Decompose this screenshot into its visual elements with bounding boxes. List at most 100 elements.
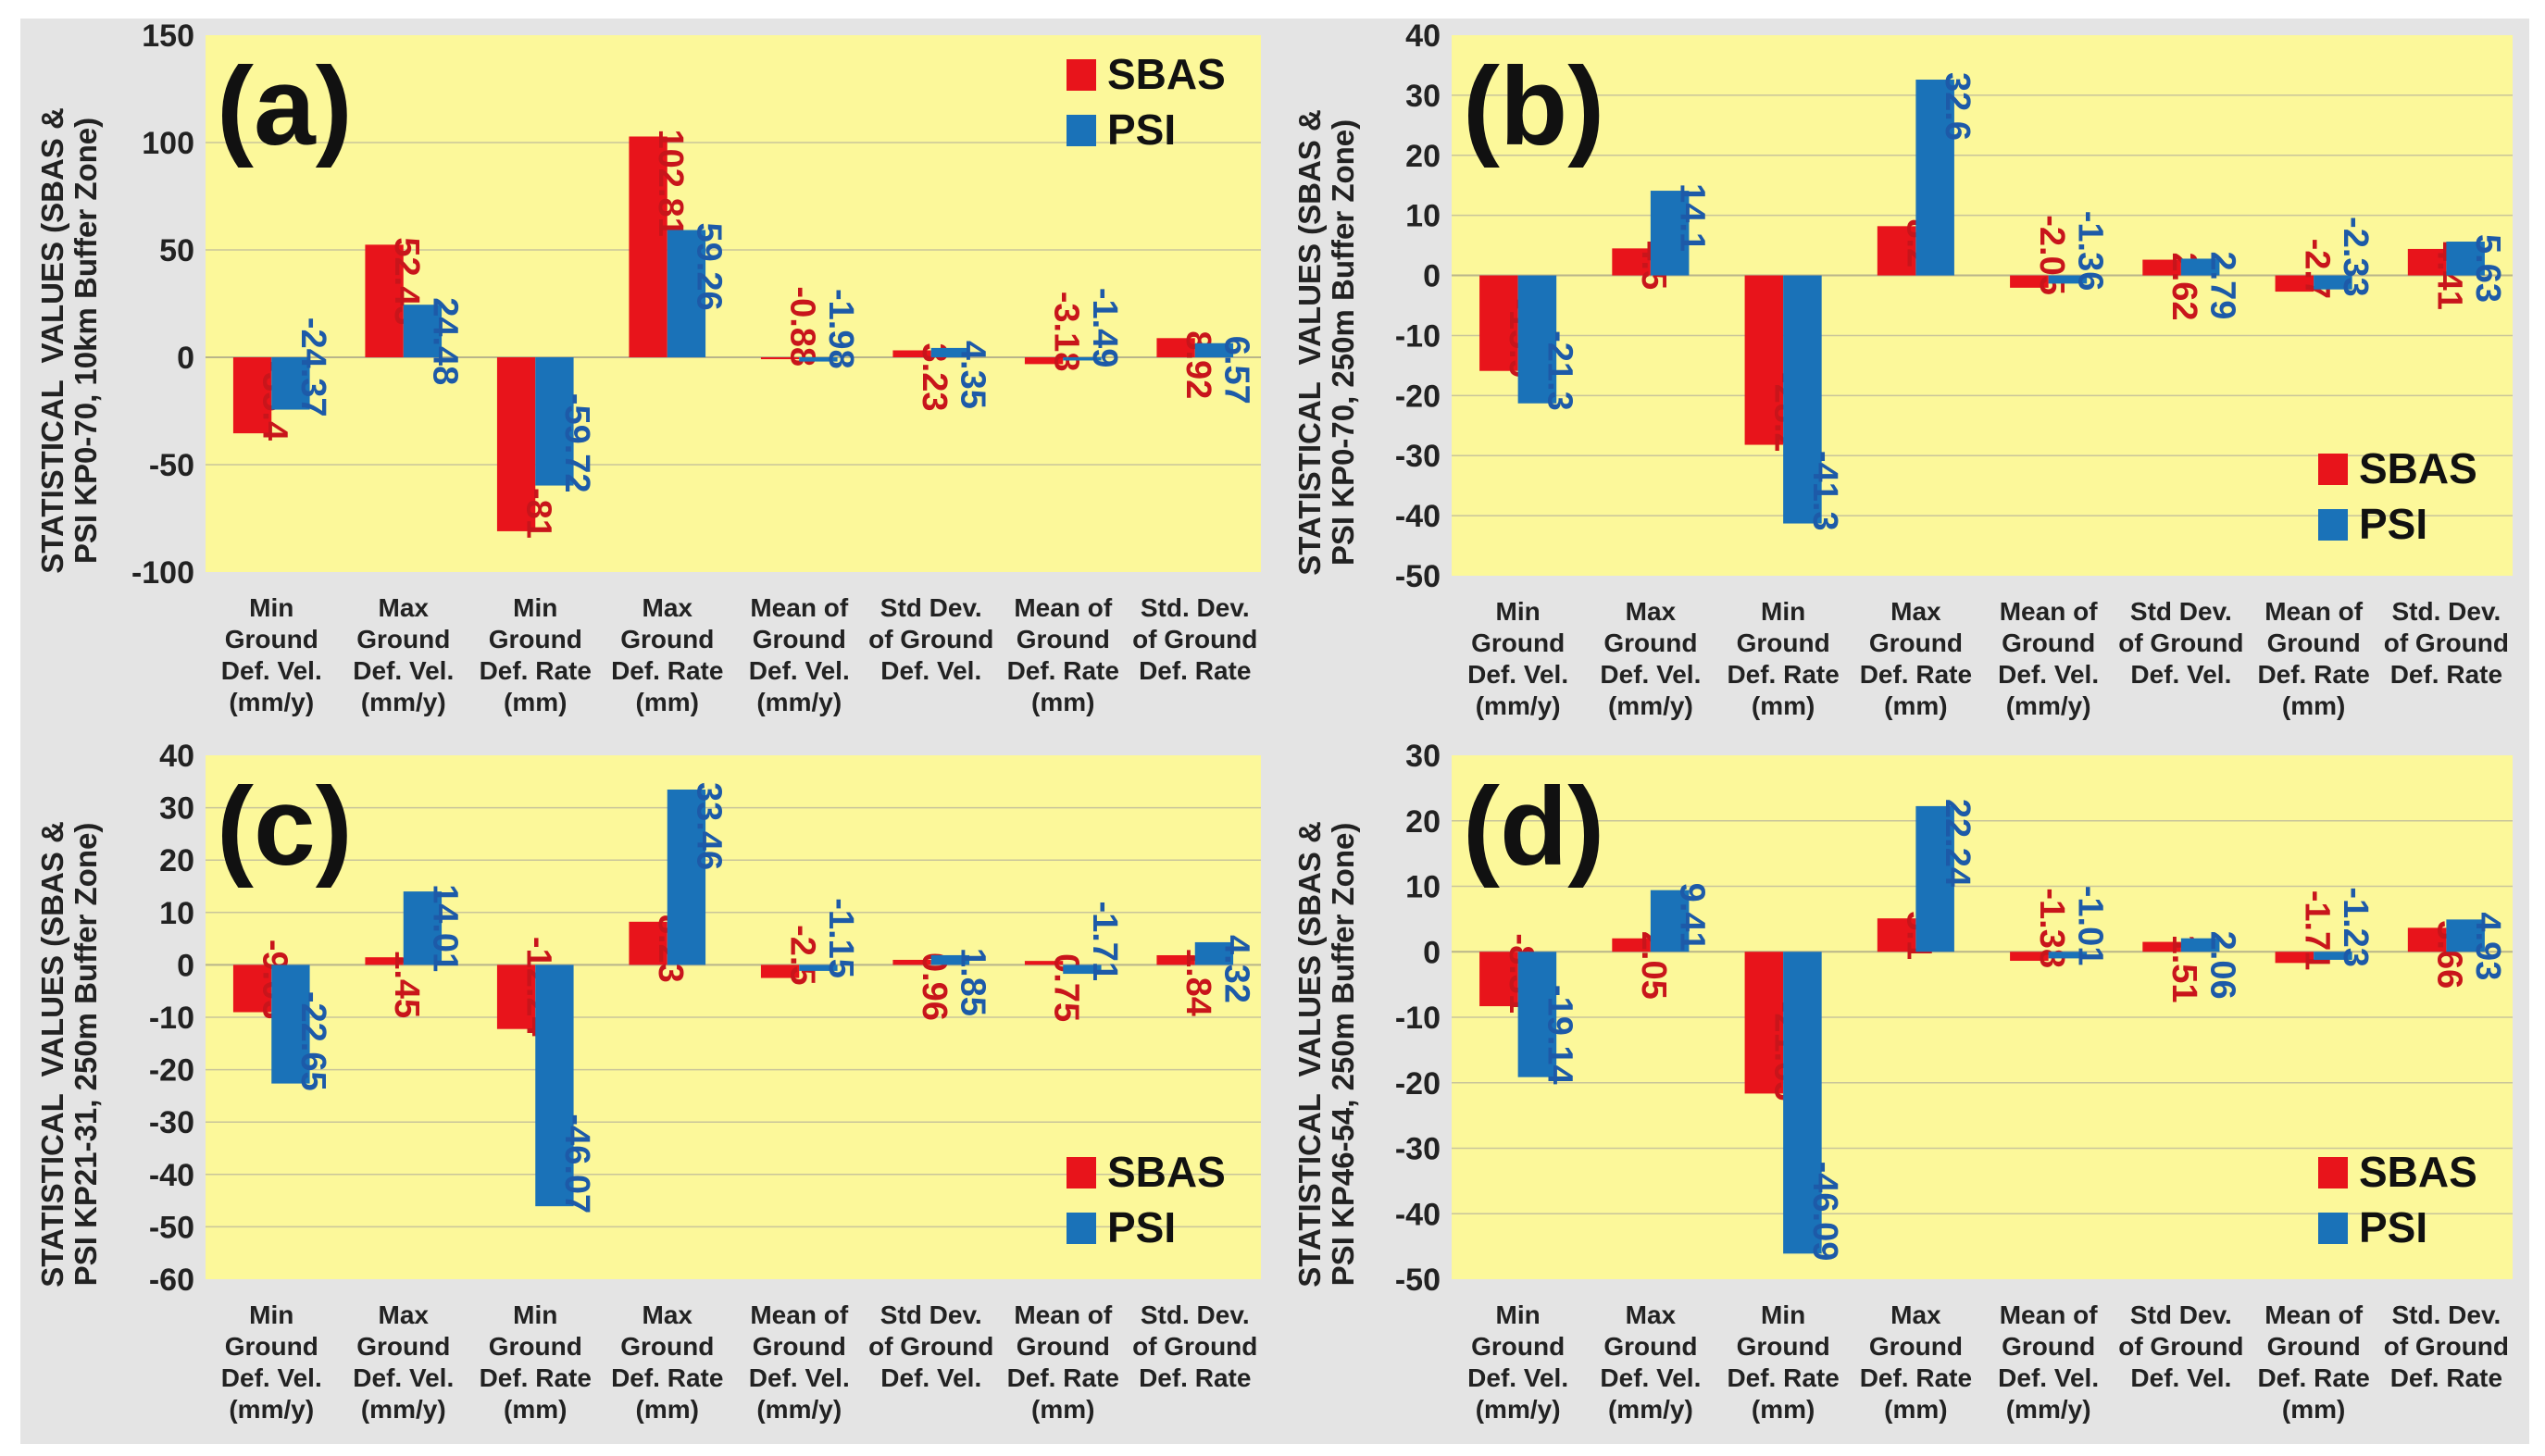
bar-sbas-7 [1024, 357, 1064, 365]
x-category-label-2: Def. Vel. [1600, 1363, 1701, 1392]
y-tick-label: -40 [1395, 499, 1441, 534]
bar-sbas-4 [1877, 226, 1916, 276]
x-category-label-8: of Ground [1132, 1332, 1257, 1361]
bar-sbas-6 [892, 959, 931, 965]
x-category-label-8: Def. Rate [2390, 1363, 2502, 1392]
x-category-label-8: Def. Rate [2390, 660, 2502, 689]
x-category-label-2: Max [1626, 597, 1677, 626]
bar-psi-6 [930, 954, 970, 965]
value-label-sbas-8: 8.92 [1179, 330, 1217, 399]
x-category-label-7: Ground [2267, 1332, 2361, 1361]
y-tick-label: -30 [1395, 1132, 1441, 1167]
x-category-label-6: Def. Vel. [2130, 1363, 2231, 1392]
x-category-label-4: Max [1890, 1300, 1941, 1329]
x-category-label-4: Def. Rate [1860, 1363, 1972, 1392]
x-category-label-5: Ground [2002, 628, 2095, 657]
x-category-label-6: Std Dev. [2130, 1300, 2232, 1329]
x-category-label-2: Ground [1603, 1332, 1697, 1361]
y-axis-label-line2: PSI KP0-70, 10km Buffer Zone) [69, 118, 103, 564]
x-category-label-3: Min [1761, 597, 1805, 626]
x-category-label-1: Ground [1471, 628, 1565, 657]
x-category-label-2: Def. Vel. [1600, 660, 1701, 689]
x-category-label-1: (mm/y) [1476, 1395, 1561, 1424]
x-category-label-7: Mean of [1014, 1300, 1112, 1329]
x-category-label-4: Ground [620, 1332, 714, 1361]
x-category-label-1: Min [249, 593, 293, 622]
y-tick-label: 30 [1405, 79, 1441, 114]
value-label-sbas-3: -81 [519, 488, 558, 539]
x-category-label-1: (mm/y) [1476, 691, 1561, 720]
x-category-label-7: Mean of [2264, 1300, 2363, 1329]
bar-sbas-5 [2010, 952, 2049, 962]
value-label-sbas-5: -2.5 [783, 925, 822, 985]
y-tick-label: 20 [159, 843, 194, 878]
x-category-label-5: Def. Vel. [1998, 1363, 2099, 1392]
x-category-label-5: Ground [753, 625, 846, 653]
x-category-label-7: Def. Rate [1007, 656, 1119, 685]
x-category-label-8: Def. Rate [1139, 1363, 1251, 1392]
legend-swatch-sbas [2318, 454, 2348, 485]
bar-sbas-3 [496, 357, 536, 531]
x-category-label-6: of Ground [868, 1332, 993, 1361]
value-label-psi-6: 4.35 [953, 341, 992, 409]
x-category-label-7: Mean of [1014, 593, 1112, 622]
x-category-label-8: of Ground [1132, 625, 1257, 653]
bar-psi-1 [271, 357, 310, 410]
x-category-label-6: Def. Vel. [2130, 660, 2231, 689]
y-axis-label-line1: STATISTICAL VALUES (SBAS & [35, 107, 69, 574]
legend-label-psi: PSI [2359, 1203, 2427, 1251]
x-category-label-6: Std Dev. [880, 1300, 982, 1329]
value-label-psi-3: -46.07 [557, 1114, 596, 1213]
x-category-label-3: (mm) [1752, 691, 1815, 720]
x-category-label-2: (mm/y) [1608, 1395, 1693, 1424]
legend-swatch-psi [1067, 115, 1096, 146]
bar-sbas-8 [1156, 954, 1195, 965]
legend-label-sbas: SBAS [1107, 50, 1226, 98]
x-category-label-2: Max [379, 593, 430, 622]
legend-swatch-psi [2318, 509, 2348, 541]
bar-sbas-1 [232, 357, 272, 434]
bar-sbas-3 [496, 964, 536, 1029]
value-label-psi-6: 1.85 [953, 948, 992, 1016]
bar-psi-2 [403, 891, 443, 965]
panel-letter: (c) [217, 765, 353, 889]
x-category-label-4: Max [1890, 597, 1941, 626]
bar-psi-8 [2446, 242, 2485, 276]
value-label-psi-3: -46.09 [1805, 1162, 1844, 1262]
value-label-psi-5: -1.01 [2070, 886, 2109, 966]
value-label-psi-7: -1.71 [1085, 901, 1124, 981]
bar-psi-5 [2048, 275, 2088, 284]
bar-psi-4 [1915, 805, 1954, 952]
y-tick-label: 10 [1405, 870, 1441, 905]
y-tick-label: -60 [149, 1263, 194, 1298]
bar-sbas-6 [2142, 941, 2181, 952]
legend-label-sbas: SBAS [2359, 1148, 2477, 1196]
bar-sbas-5 [2010, 275, 2049, 288]
x-category-label-7: Def. Rate [2257, 660, 2369, 689]
x-category-label-4: Def. Rate [1860, 660, 1972, 689]
x-category-label-8: of Ground [2384, 628, 2509, 657]
x-category-label-1: (mm/y) [229, 688, 314, 716]
chart-panel-1: -100 -50 0 50 100 150 STATISTICAL VALUES (SBAS… [20, 19, 1278, 733]
x-category-label-5: Ground [753, 1332, 846, 1361]
bar-psi-7 [1063, 357, 1102, 361]
x-category-label-2: Def. Vel. [353, 1363, 454, 1392]
y-tick-label: 10 [159, 896, 194, 931]
x-category-label-2: Def. Vel. [353, 656, 454, 685]
bar-sbas-3 [1744, 952, 1784, 1094]
y-tick-label: -30 [1395, 439, 1441, 474]
value-label-psi-4: 22.24 [1938, 799, 1977, 887]
x-category-label-6: of Ground [868, 625, 993, 653]
bar-psi-6 [930, 347, 970, 357]
x-category-label-5: Ground [2002, 1332, 2095, 1361]
x-category-label-2: Ground [356, 625, 450, 653]
x-category-label-8: Def. Rate [1139, 656, 1251, 685]
legend-label-sbas: SBAS [2359, 444, 2477, 492]
bar-sbas-1 [1479, 275, 1518, 371]
value-label-psi-1: -21.3 [1540, 330, 1578, 411]
y-tick-label: 40 [1405, 19, 1441, 54]
x-category-label-6: Std Dev. [880, 593, 982, 622]
y-tick-label: -40 [1395, 1197, 1441, 1232]
x-category-label-4: Def. Rate [611, 1363, 723, 1392]
